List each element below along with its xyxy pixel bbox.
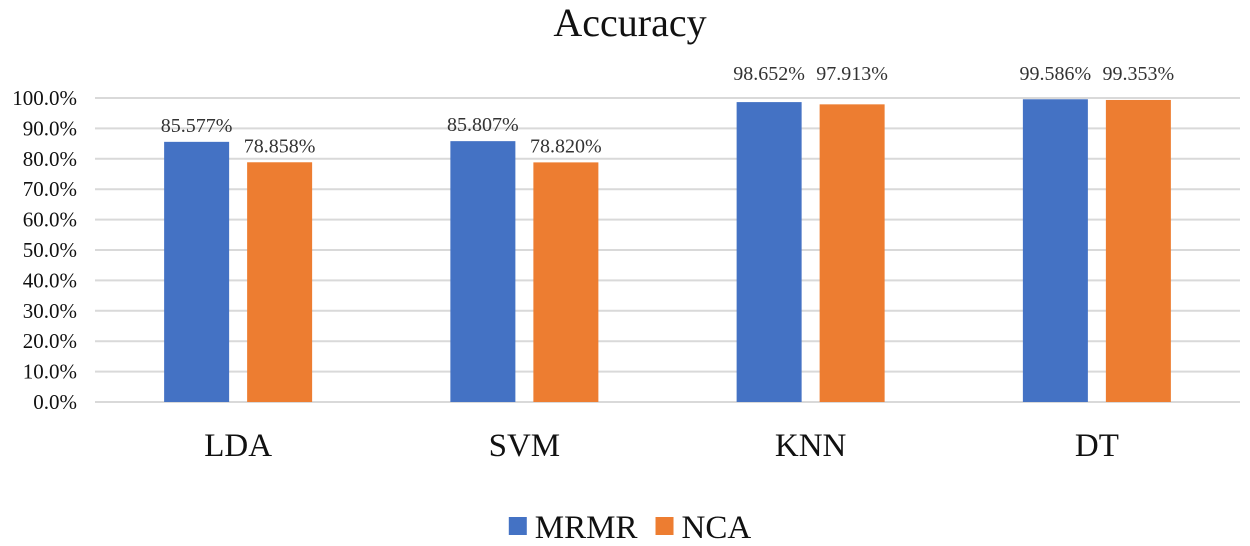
bars [164,99,1171,403]
y-tick-label: 10.0% [23,360,77,384]
bar-nca-svm [533,162,599,402]
data-label: 99.353% [1103,63,1175,85]
chart-title: Accuracy [553,0,706,45]
legend: MRMR NCA [508,510,752,546]
y-tick-label: 100.0% [12,86,77,110]
y-tick-label: 20.0% [23,329,77,353]
legend-item: MRMR [508,510,638,546]
bar-mrmr-knn [736,102,802,402]
y-tick-label: 60.0% [23,208,77,232]
y-tick-label: 80.0% [23,147,77,171]
bar-nca-lda [247,162,313,402]
y-tick-label: 50.0% [23,238,77,262]
x-axis-category-labels: LDA SVM KNN DT [204,428,1119,464]
data-label: 98.652% [733,63,805,85]
bar-mrmr-lda [164,141,230,402]
category-label: LDA [204,428,272,464]
legend-swatch [655,517,674,535]
y-tick-label: 40.0% [23,268,77,292]
data-label: 85.577% [161,115,233,137]
bar-nca-knn [819,104,885,402]
category-label: SVM [489,428,561,464]
legend-swatch [508,517,527,535]
bar-nca-dt [1105,99,1171,402]
bar-mrmr-svm [450,141,516,402]
y-tick-label: 30.0% [23,299,77,323]
y-tick-label: 0.0% [33,390,77,414]
category-label: DT [1075,428,1119,464]
data-label: 85.807% [447,114,519,136]
data-labels: 85.577% 78.858% 85.807% 78.820% 98.652% 97.91… [161,63,1174,157]
y-tick-label: 90.0% [23,116,77,140]
y-tick-label: 70.0% [23,177,77,201]
legend-item: NCA [655,510,752,546]
data-label: 78.858% [244,135,316,157]
legend-label: MRMR [535,510,638,546]
data-label: 99.586% [1020,63,1092,85]
bar-mrmr-dt [1022,99,1088,403]
legend-label: NCA [682,510,752,546]
y-axis-tick-labels: 0.0% 10.0% 20.0% 30.0% 40.0% 50.0% 60.0% 70.0% 8… [12,86,77,414]
data-label: 78.820% [530,135,602,157]
data-label: 97.913% [816,63,888,85]
category-label: KNN [775,428,847,464]
